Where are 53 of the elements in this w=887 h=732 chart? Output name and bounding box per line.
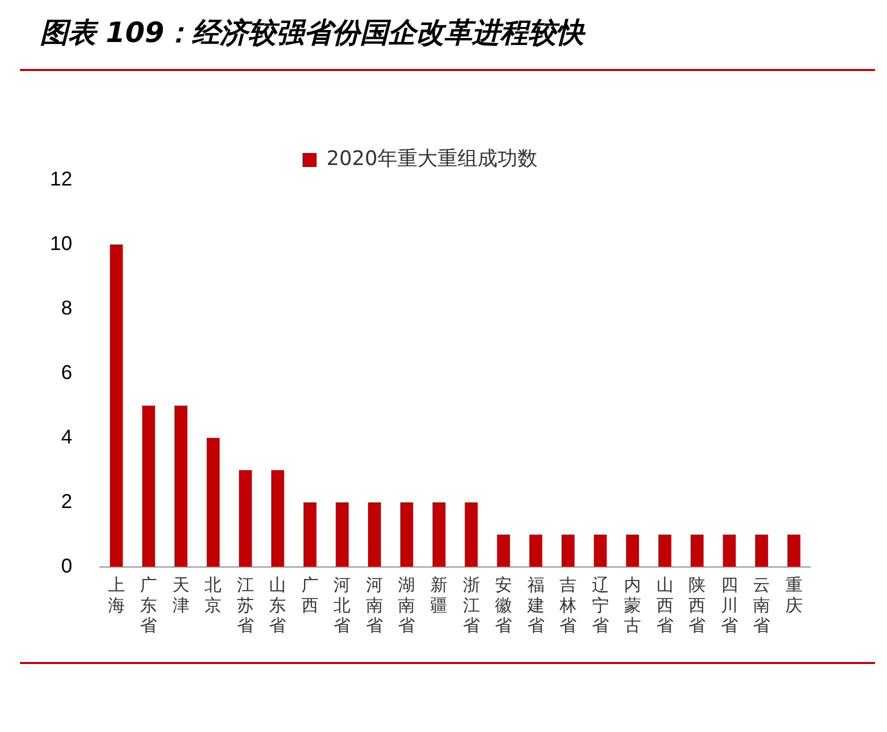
bar xyxy=(303,502,316,567)
x-tick-label: 福建省 xyxy=(526,575,544,636)
x-tick-label: 云南省 xyxy=(753,575,770,636)
x-tick-label: 广东省 xyxy=(140,575,158,636)
bar xyxy=(755,534,768,567)
bar xyxy=(594,534,607,567)
bar xyxy=(368,502,381,567)
x-tick-label: 安徽省 xyxy=(495,575,512,636)
bar xyxy=(690,534,704,567)
x-tick-label: 山东省 xyxy=(269,575,286,636)
bar xyxy=(626,534,640,567)
x-tick-label: 重庆 xyxy=(785,575,802,616)
x-tick-label: 江苏省 xyxy=(236,575,254,636)
chart-title: 图表 109：经济较强省份国企改革进程较快 xyxy=(40,15,584,51)
bar xyxy=(562,534,574,567)
x-tick-label: 内蒙古 xyxy=(624,575,642,636)
bar xyxy=(529,534,542,567)
bar xyxy=(722,534,736,567)
y-tick-label: 12 xyxy=(50,168,72,191)
x-tick-label: 浙江省 xyxy=(462,575,480,636)
x-tick-label: 河南省 xyxy=(366,575,383,636)
legend-label: 2020年重大重组成功数 xyxy=(326,146,538,170)
x-tick-label: 四川省 xyxy=(720,575,738,636)
x-tick-label: 湖南省 xyxy=(398,575,416,636)
x-tick-label: 河北省 xyxy=(334,575,351,636)
bar xyxy=(497,534,510,567)
y-tick-label: 10 xyxy=(50,232,72,255)
bar xyxy=(142,406,156,567)
x-tick-label: 上海 xyxy=(108,575,125,616)
y-tick-label: 2 xyxy=(61,490,72,513)
y-tick-label: 8 xyxy=(61,297,72,320)
bar xyxy=(400,502,414,567)
bar xyxy=(658,534,672,567)
x-tick-label: 陕西省 xyxy=(688,575,706,636)
bar xyxy=(787,534,800,567)
y-tick-label: 4 xyxy=(61,426,72,448)
y-tick-label: 6 xyxy=(61,362,72,384)
bar xyxy=(271,470,284,567)
x-tick-label: 北京 xyxy=(204,575,222,616)
x-tick-label: 新疆 xyxy=(430,575,448,616)
bar xyxy=(174,406,188,567)
x-tick-label: 吉林省 xyxy=(558,575,577,636)
bar xyxy=(238,470,252,567)
bar xyxy=(110,244,123,567)
bar xyxy=(206,438,220,567)
x-tick-label: 山西省 xyxy=(656,575,674,636)
x-tick-label: 广西 xyxy=(301,575,318,616)
bar xyxy=(336,502,349,567)
bar xyxy=(464,502,478,567)
y-tick-label: 0 xyxy=(61,555,72,578)
x-tick-label: 辽宁省 xyxy=(592,575,609,636)
bar xyxy=(432,502,446,567)
x-tick-label: 天津 xyxy=(172,575,190,616)
